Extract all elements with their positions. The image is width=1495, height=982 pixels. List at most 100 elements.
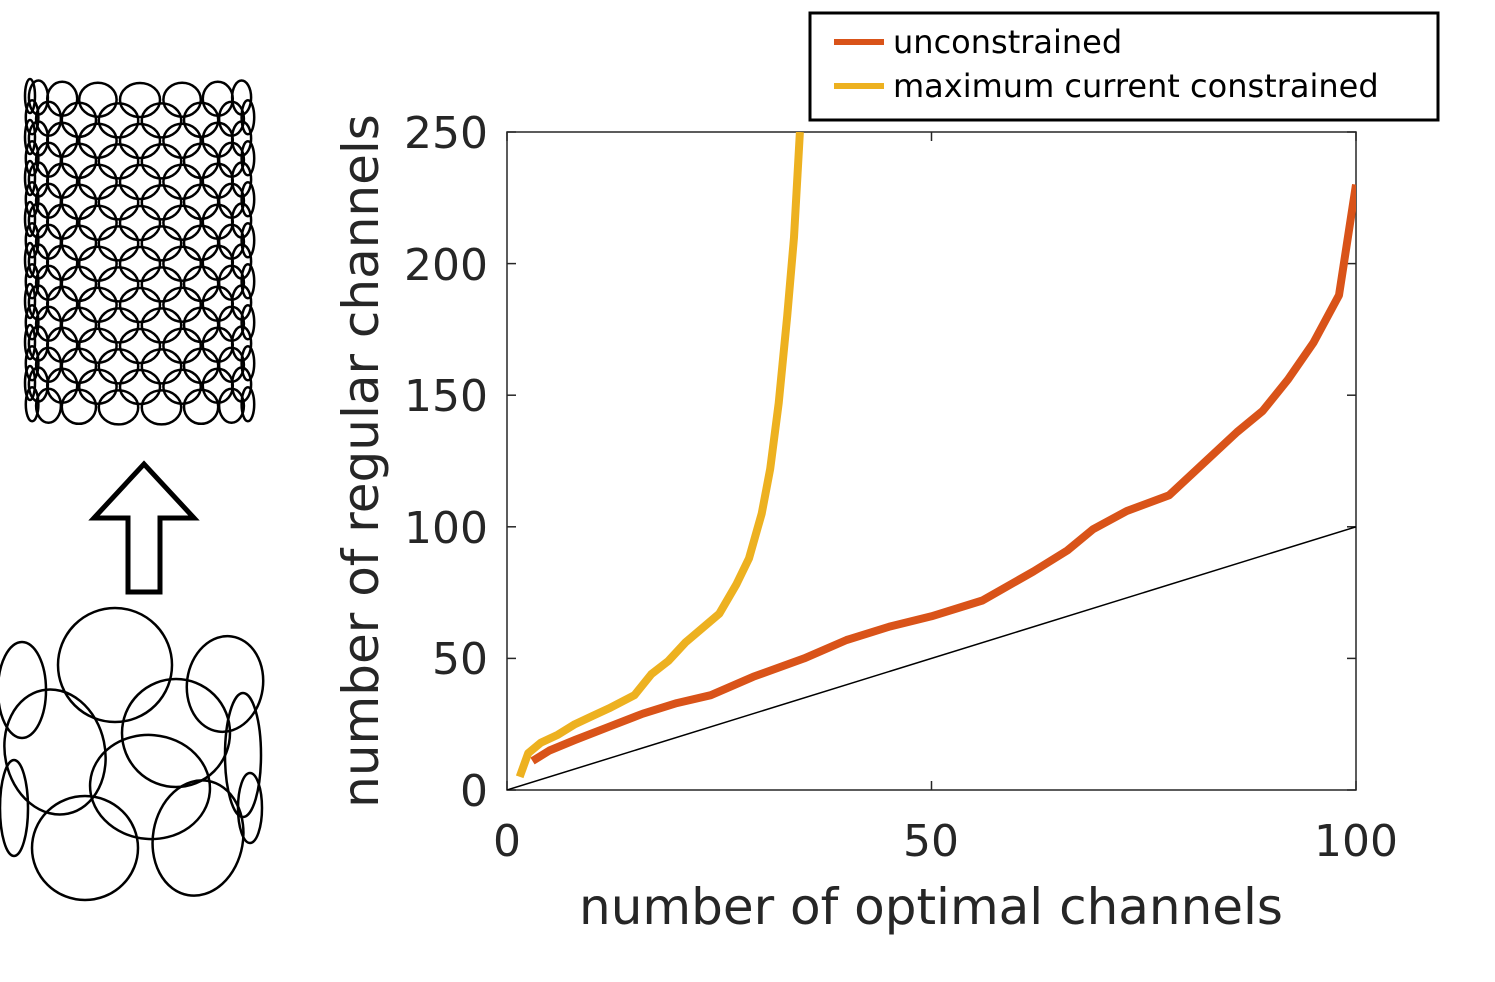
lattice-ring xyxy=(23,200,37,238)
lattice-ring xyxy=(240,99,256,136)
reference-line xyxy=(507,526,1356,790)
lattice-ring xyxy=(201,162,235,200)
lattice-ring xyxy=(23,323,37,361)
lattice-ring xyxy=(24,263,40,300)
legend: unconstrained maximum current constraine… xyxy=(808,11,1440,122)
lattice-ring xyxy=(77,368,118,405)
lattice-ring xyxy=(182,388,220,426)
lattice-ring xyxy=(24,304,40,341)
lattice-ring xyxy=(182,347,220,385)
x-axis-title: number of optimal channels xyxy=(579,878,1283,936)
lattice-ring xyxy=(60,306,98,344)
lattice-ring xyxy=(97,389,140,426)
lattice-ring xyxy=(118,327,162,365)
lattice-ring xyxy=(162,163,203,200)
series-layer xyxy=(507,132,1356,790)
lattice-ring xyxy=(97,102,140,139)
lattice-ring xyxy=(201,244,235,282)
lattice-ring xyxy=(60,142,98,180)
lattice-ring xyxy=(60,388,98,426)
y-axis-title: number of regular channels xyxy=(332,114,390,808)
lattice-ring xyxy=(45,244,79,282)
lattice-ring xyxy=(118,286,162,324)
lattice-ring xyxy=(162,204,203,241)
lattice-ring xyxy=(240,222,256,259)
lattice-ring xyxy=(45,203,79,241)
lattice-ring xyxy=(140,225,183,262)
lattice-ring xyxy=(182,306,220,344)
lattice-ring xyxy=(201,285,235,323)
lattice-ring xyxy=(182,142,220,180)
lattice-ring xyxy=(77,122,118,159)
lattice-ring xyxy=(140,389,183,426)
y-tick-label: 150 xyxy=(404,371,488,422)
lattice-ring xyxy=(118,81,162,119)
lattice-ring xyxy=(201,121,235,159)
lattice-ring xyxy=(45,367,79,405)
legend-label-unconstrained: unconstrained xyxy=(893,23,1122,61)
nanotube-dense-illustration xyxy=(23,77,256,426)
lattice-ring xyxy=(24,345,40,382)
lattice-ring xyxy=(162,81,203,118)
lattice-ring xyxy=(240,140,256,177)
lattice-ring xyxy=(182,101,220,139)
lattice-ring xyxy=(140,102,183,139)
axis-ticks xyxy=(506,131,1357,791)
lattice-ring xyxy=(217,387,246,424)
lattice-ring xyxy=(118,204,162,242)
lattice-ring xyxy=(23,77,37,115)
lattice-ring xyxy=(97,143,140,180)
lattice-ring xyxy=(118,122,162,160)
lattice-ring xyxy=(201,80,235,118)
x-tick-label: 100 xyxy=(1314,816,1398,867)
lattice-ring xyxy=(162,368,203,405)
lattice-ring xyxy=(45,285,79,323)
lattice-ring xyxy=(201,203,235,241)
lattice-ring xyxy=(77,204,118,241)
lattice-ring xyxy=(45,121,79,159)
up-arrow-icon xyxy=(88,460,200,595)
lattice-ring xyxy=(77,327,118,364)
lattice-ring xyxy=(140,184,183,221)
lattice-ring xyxy=(60,265,98,303)
lattice-ring xyxy=(23,159,37,197)
lattice-ring xyxy=(97,348,140,385)
lattice-ring xyxy=(240,181,256,218)
lattice-ring xyxy=(240,304,256,341)
lattice-ring xyxy=(24,140,40,177)
lattice-ring xyxy=(201,367,235,405)
lattice-ring xyxy=(45,162,79,200)
x-tick-labels: 0 50 100 xyxy=(493,816,1398,867)
lattice-ring xyxy=(24,99,40,136)
lattice-ring xyxy=(162,286,203,323)
y-tick-label: 0 xyxy=(460,766,488,817)
lattice-ring xyxy=(23,118,37,156)
lattice-ring xyxy=(24,181,40,218)
lattice-ring xyxy=(162,245,203,282)
lattice-ring xyxy=(97,184,140,221)
y-tick-labels: 0 50 100 150 200 250 xyxy=(404,108,488,817)
lattice-ring xyxy=(240,386,256,423)
lattice-ring xyxy=(45,80,79,118)
lattice-ring xyxy=(162,122,203,159)
lattice-ring xyxy=(118,368,162,406)
y-tick-label: 250 xyxy=(404,108,488,159)
lattice-ring xyxy=(182,265,220,303)
lattice-ring xyxy=(240,345,256,382)
lattice-ring xyxy=(60,224,98,262)
lattice-ring xyxy=(97,225,140,262)
series-line-maximum-current-constrained xyxy=(515,132,804,779)
lattice-ring xyxy=(77,81,118,118)
lattice-ring xyxy=(182,183,220,221)
legend-label-maximum-current-constrained: maximum current constrained xyxy=(893,67,1379,105)
lattice-ring xyxy=(77,245,118,282)
lattice-ring xyxy=(60,183,98,221)
lattice-ring xyxy=(240,263,256,300)
lattice-ring xyxy=(201,326,235,364)
lattice-ring xyxy=(60,101,98,139)
lattice-ring xyxy=(24,386,40,423)
lattice-ring xyxy=(24,222,40,259)
lattice-ring xyxy=(23,364,37,402)
lattice-ring xyxy=(45,326,79,364)
